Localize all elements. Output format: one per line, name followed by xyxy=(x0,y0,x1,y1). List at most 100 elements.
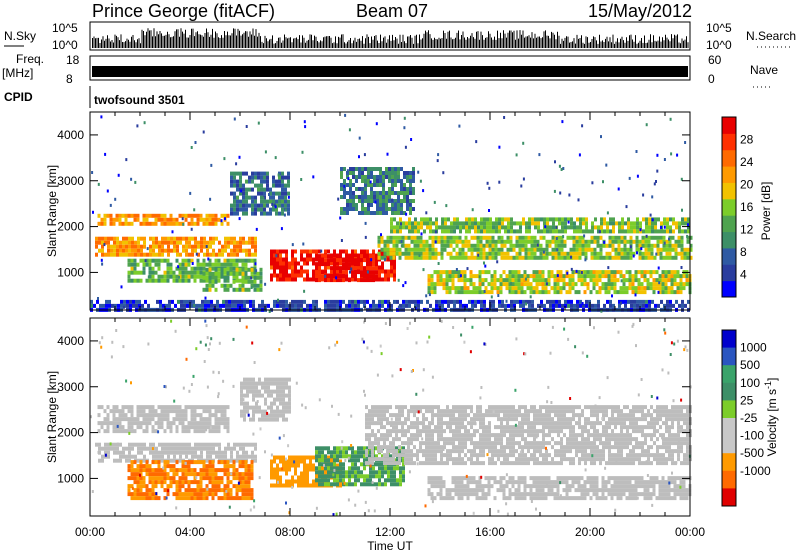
velocity-cell xyxy=(208,405,212,410)
power-cell xyxy=(237,299,240,304)
power-cell xyxy=(139,258,143,263)
power-cell xyxy=(270,277,273,282)
power-cell xyxy=(521,247,525,252)
power-cell xyxy=(603,229,606,234)
power-cell xyxy=(217,278,221,283)
power-cell xyxy=(385,191,388,195)
velocity-cell xyxy=(202,460,206,465)
power-colorbar-swatch xyxy=(722,231,736,249)
power-cell xyxy=(351,254,354,259)
nsky-tick-top: 10^5 xyxy=(52,21,78,35)
power-cell xyxy=(205,262,209,267)
power-cell xyxy=(486,225,489,230)
power-cell xyxy=(230,179,233,184)
power-cell xyxy=(205,217,209,222)
power-cell xyxy=(284,187,287,192)
power-cell xyxy=(582,217,585,222)
power-speckle xyxy=(190,227,193,231)
velocity-cell xyxy=(190,421,194,426)
power-cell xyxy=(572,247,576,252)
power-cell xyxy=(664,290,668,295)
velocity-cell xyxy=(190,488,194,493)
nsearch-tick-top: 10^5 xyxy=(706,21,732,35)
power-cell xyxy=(406,175,409,179)
power-cell xyxy=(142,262,146,267)
power-cell xyxy=(600,229,603,234)
power-cell xyxy=(593,235,597,240)
velocity-cell xyxy=(232,472,236,477)
velocity-cell xyxy=(369,474,372,479)
power-cell xyxy=(562,278,566,283)
power-cell xyxy=(367,167,370,171)
velocity-cell xyxy=(458,449,461,454)
velocity-cell xyxy=(190,425,194,430)
power-cell xyxy=(597,225,600,230)
power-cell xyxy=(646,270,650,275)
power-cell xyxy=(324,266,327,271)
power-cell xyxy=(577,290,581,295)
power-cell xyxy=(489,229,492,234)
power-cell xyxy=(541,274,545,279)
velocity-cell xyxy=(398,421,401,426)
velocity-cell xyxy=(401,405,404,410)
power-cell xyxy=(408,299,411,304)
velocity-cell xyxy=(330,470,333,475)
velocity-cell xyxy=(127,468,131,473)
velocity-cell xyxy=(374,413,377,418)
power-cell xyxy=(517,278,521,283)
power-cell xyxy=(686,251,690,256)
power-cell xyxy=(154,262,158,267)
power-cell xyxy=(239,191,242,196)
power-cell xyxy=(333,278,336,283)
power-cell xyxy=(126,299,129,304)
power-speckle xyxy=(642,193,645,197)
power-cell xyxy=(567,299,570,304)
power-cell xyxy=(245,195,248,200)
power-cell xyxy=(551,247,555,252)
velocity-cell xyxy=(294,455,297,460)
power-cell xyxy=(589,290,593,295)
power-cell xyxy=(643,270,647,275)
power-cell xyxy=(663,229,666,234)
velocity-cell xyxy=(169,484,173,489)
power-cell xyxy=(469,274,473,279)
velocity-cell xyxy=(407,425,410,430)
power-cell xyxy=(479,247,483,252)
velocity-cell xyxy=(419,405,422,410)
velocity-cell xyxy=(142,417,146,422)
velocity-cell xyxy=(440,417,443,422)
power-speckle xyxy=(349,270,351,274)
power-speckle xyxy=(657,290,660,294)
power-cell xyxy=(236,211,239,216)
power-cell xyxy=(339,303,342,308)
power-cell xyxy=(617,251,621,256)
power-cell xyxy=(378,277,381,282)
power-speckle xyxy=(255,227,258,231)
power-cell xyxy=(160,274,164,279)
power-cell xyxy=(511,270,515,275)
power-cell xyxy=(425,247,429,252)
power-cell xyxy=(272,199,275,204)
power-cell xyxy=(482,251,486,256)
power-cell xyxy=(318,278,321,283)
velocity-cell xyxy=(291,483,294,488)
power-cell xyxy=(177,299,180,304)
power-cell xyxy=(518,243,522,248)
power-cell xyxy=(532,274,536,279)
velocity-cell xyxy=(172,492,176,497)
velocity-cell xyxy=(390,478,393,483)
power-cell xyxy=(303,269,306,274)
power-cell xyxy=(132,303,135,308)
velocity-cell xyxy=(440,413,443,418)
power-speckle xyxy=(577,198,580,202)
power-cell xyxy=(650,243,654,248)
power-cell xyxy=(682,274,686,279)
velocity-cell xyxy=(238,488,242,493)
power-cell xyxy=(604,270,608,275)
velocity-cell xyxy=(127,421,131,426)
power-cell xyxy=(188,236,191,241)
power-cell xyxy=(478,270,482,275)
power-cell xyxy=(546,217,549,222)
power-cell xyxy=(137,244,140,249)
power-cell xyxy=(318,270,321,275)
